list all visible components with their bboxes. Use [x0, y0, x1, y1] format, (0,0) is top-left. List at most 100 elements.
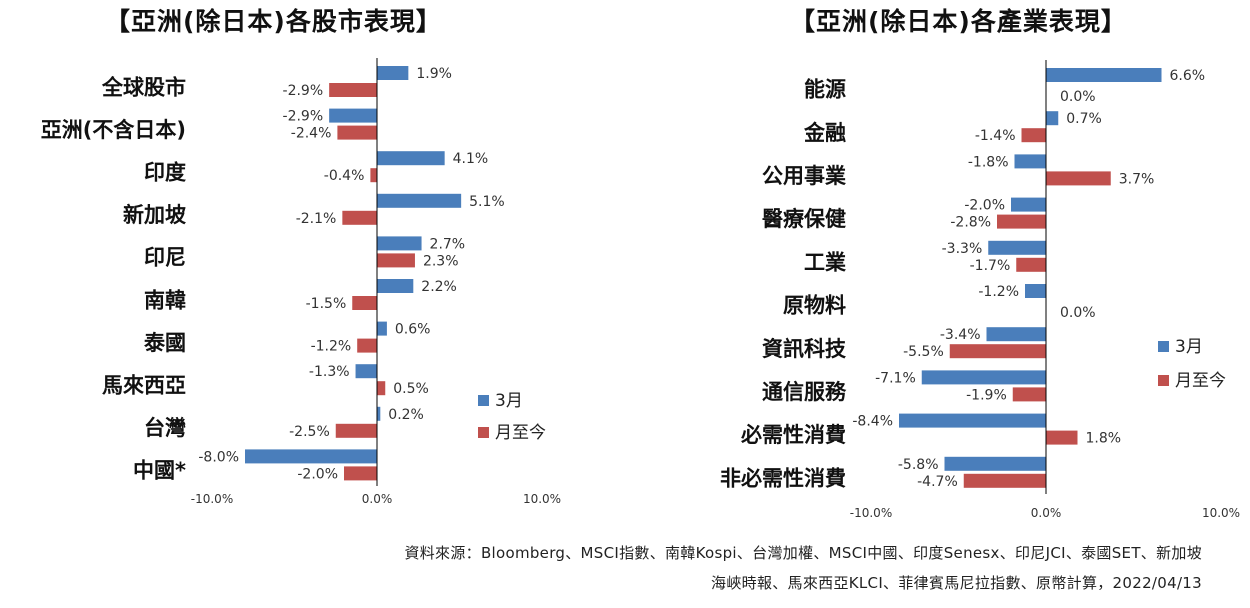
data-label: -1.8%: [968, 154, 1009, 170]
category-label: 印度: [144, 161, 186, 185]
data-label: 0.2%: [388, 407, 424, 423]
bar-mtd: [377, 253, 415, 268]
category-label: 能源: [804, 78, 846, 102]
legend-label-mtd: 月至今: [495, 423, 546, 443]
bar-march: [377, 193, 462, 208]
category-label: 公用事業: [762, 164, 847, 188]
data-label: -1.2%: [311, 339, 352, 355]
data-label: -3.3%: [942, 241, 983, 257]
data-label: 4.1%: [453, 151, 489, 167]
data-label: 1.8%: [1086, 431, 1122, 447]
data-label: 0.0%: [1060, 305, 1096, 321]
category-label: 金融: [803, 121, 846, 145]
data-label: 2.2%: [421, 279, 457, 295]
bar-march: [988, 240, 1046, 255]
data-label: 3.7%: [1119, 171, 1155, 187]
data-label: -1.2%: [978, 284, 1019, 300]
data-label: -2.9%: [283, 83, 324, 99]
bar-mtd: [342, 210, 377, 225]
bar-march: [944, 456, 1046, 471]
data-label: -1.3%: [309, 364, 350, 380]
legend-label-mtd: 月至今: [1175, 371, 1226, 391]
legend-swatch-mtd: [1158, 375, 1169, 386]
data-label: -2.0%: [964, 198, 1005, 214]
bar-march: [1046, 111, 1059, 126]
bar-march: [1011, 197, 1046, 212]
x-tick-label: 10.0%: [1202, 506, 1240, 520]
bar-march: [921, 370, 1046, 385]
bar-mtd: [357, 338, 377, 353]
bar-march: [377, 406, 381, 421]
x-tick-label: -10.0%: [191, 492, 233, 506]
bar-march: [1014, 154, 1046, 169]
data-label: -3.4%: [940, 327, 981, 343]
bar-march: [245, 449, 377, 464]
data-label: -0.4%: [324, 168, 365, 184]
data-label: -2.4%: [291, 126, 332, 142]
bar-march: [329, 108, 377, 123]
bar-mtd: [329, 83, 377, 97]
x-tick-label: 0.0%: [362, 492, 393, 506]
bar-mtd: [1046, 171, 1111, 186]
data-label: -7.1%: [875, 370, 916, 386]
data-label: -8.4%: [852, 414, 893, 430]
data-label: -5.5%: [903, 344, 944, 360]
bar-mtd: [1046, 430, 1078, 445]
category-label: 工業: [804, 250, 847, 274]
x-tick-label: 10.0%: [523, 492, 561, 506]
bar-mtd: [963, 473, 1046, 488]
bar-mtd: [344, 466, 377, 481]
bar-mtd: [377, 381, 386, 396]
category-label: 泰國: [143, 331, 186, 355]
data-label: 0.7%: [1066, 111, 1102, 127]
data-label: 6.6%: [1170, 68, 1206, 84]
data-label: -1.9%: [966, 387, 1007, 403]
data-label: 0.0%: [1060, 89, 1096, 105]
data-label: -2.9%: [283, 109, 324, 125]
source-note-line2: 海峽時報、馬來西亞KLCI、菲律賓馬尼拉指數、原幣計算，2022/04/13: [711, 574, 1202, 592]
category-label: 必需性消費: [741, 423, 846, 447]
category-label: 全球股市: [101, 75, 186, 99]
category-label: 亞洲(不含日本): [41, 118, 186, 142]
category-label: 馬來西亞: [102, 374, 186, 398]
bar-mtd: [1021, 128, 1046, 143]
data-label: -2.1%: [296, 211, 337, 227]
bar-march: [377, 321, 387, 336]
bar-march: [986, 327, 1046, 342]
left-chart-title: 【亞洲(除日本)各股市表現】: [105, 7, 442, 36]
data-label: 2.7%: [430, 236, 466, 252]
category-label: 原物料: [783, 294, 846, 318]
bar-mtd: [352, 296, 377, 310]
data-label: -2.5%: [289, 424, 330, 440]
category-label: 醫療保健: [762, 207, 846, 231]
bar-mtd: [370, 168, 377, 183]
bar-mtd: [997, 214, 1046, 229]
data-label: 5.1%: [469, 194, 505, 210]
data-label: -5.8%: [898, 457, 939, 473]
bar-march: [899, 413, 1046, 428]
right-chart-title: 【亞洲(除日本)各產業表現】: [790, 7, 1127, 36]
source-note-line1: 資料來源：Bloomberg、MSCI指數、南韓Kospi、台灣加權、MSCI中…: [404, 544, 1202, 562]
x-tick-label: -10.0%: [850, 506, 892, 520]
data-label: -4.7%: [917, 474, 958, 490]
data-label: -1.4%: [975, 128, 1016, 144]
category-label: 南韓: [144, 288, 186, 312]
legend-swatch-march: [1158, 341, 1169, 352]
bar-march: [377, 151, 445, 166]
data-label: -1.5%: [306, 296, 347, 312]
bar-mtd: [1012, 387, 1046, 402]
bar-march: [1046, 68, 1162, 82]
bar-march: [1025, 284, 1046, 298]
category-label: 中國*: [133, 459, 186, 483]
bar-mtd: [949, 344, 1046, 359]
bar-mtd: [337, 125, 377, 140]
bar-march: [355, 364, 377, 379]
legend-swatch-mtd: [478, 427, 489, 438]
category-label: 通信服務: [762, 380, 847, 404]
category-label: 台灣: [144, 416, 186, 440]
data-label: -1.7%: [970, 258, 1011, 274]
bar-march: [377, 66, 409, 80]
category-label: 非必需性消費: [720, 466, 846, 490]
data-label: -2.0%: [297, 466, 338, 482]
